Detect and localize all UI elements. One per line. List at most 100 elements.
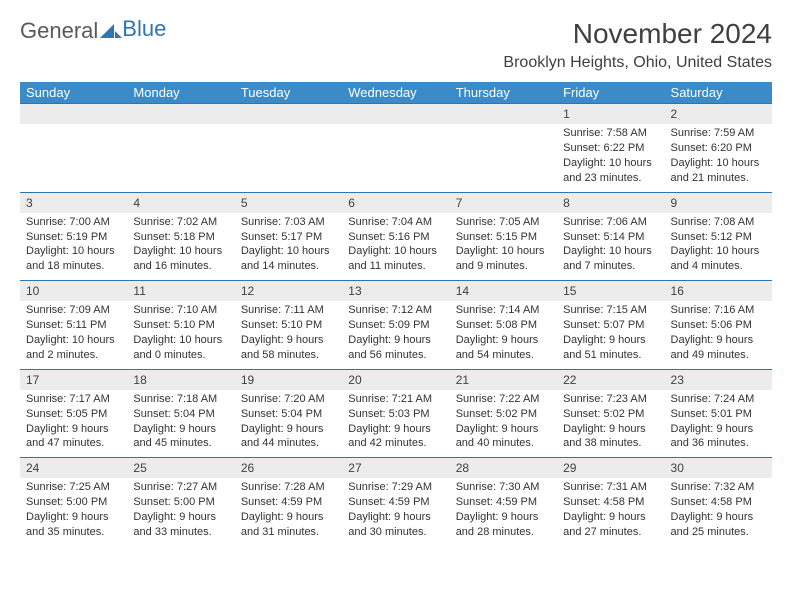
day-line: Sunrise: 7:08 AM	[671, 215, 766, 230]
day-line: and 25 minutes.	[671, 525, 766, 540]
day-line: and 30 minutes.	[348, 525, 443, 540]
day-text: Sunrise: 7:29 AMSunset: 4:59 PMDaylight:…	[342, 478, 449, 545]
day-number: 4	[127, 193, 234, 213]
day-line: Sunrise: 7:11 AM	[241, 303, 336, 318]
day-line: and 28 minutes.	[456, 525, 551, 540]
day-header: Saturday	[665, 82, 772, 104]
day-number: 27	[342, 458, 449, 478]
day-line: Sunset: 5:00 PM	[26, 495, 121, 510]
calendar-body: 1Sunrise: 7:58 AMSunset: 6:22 PMDaylight…	[20, 104, 772, 546]
day-text	[450, 124, 557, 186]
day-text: Sunrise: 7:22 AMSunset: 5:02 PMDaylight:…	[450, 390, 557, 457]
day-number: 25	[127, 458, 234, 478]
calendar-week: 17Sunrise: 7:17 AMSunset: 5:05 PMDayligh…	[20, 369, 772, 458]
day-number: 15	[557, 281, 664, 301]
calendar-cell: 5Sunrise: 7:03 AMSunset: 5:17 PMDaylight…	[235, 192, 342, 281]
calendar-cell: 11Sunrise: 7:10 AMSunset: 5:10 PMDayligh…	[127, 281, 234, 370]
day-line: Sunrise: 7:15 AM	[563, 303, 658, 318]
calendar-cell	[235, 104, 342, 193]
day-number: 8	[557, 193, 664, 213]
calendar-cell: 20Sunrise: 7:21 AMSunset: 5:03 PMDayligh…	[342, 369, 449, 458]
day-line: and 40 minutes.	[456, 436, 551, 451]
day-line: Daylight: 9 hours	[671, 510, 766, 525]
day-line: Daylight: 9 hours	[348, 333, 443, 348]
day-line: Sunrise: 7:24 AM	[671, 392, 766, 407]
day-number: 19	[235, 370, 342, 390]
day-text: Sunrise: 7:18 AMSunset: 5:04 PMDaylight:…	[127, 390, 234, 457]
day-line: and 27 minutes.	[563, 525, 658, 540]
day-line: Sunset: 4:59 PM	[241, 495, 336, 510]
day-line: Sunset: 5:16 PM	[348, 230, 443, 245]
day-number: 14	[450, 281, 557, 301]
day-line: and 31 minutes.	[241, 525, 336, 540]
day-number: 7	[450, 193, 557, 213]
day-line: Sunrise: 7:25 AM	[26, 480, 121, 495]
day-line: Daylight: 10 hours	[348, 244, 443, 259]
day-line: and 21 minutes.	[671, 171, 766, 186]
day-text: Sunrise: 7:16 AMSunset: 5:06 PMDaylight:…	[665, 301, 772, 368]
day-line: Sunrise: 7:32 AM	[671, 480, 766, 495]
day-line: and 44 minutes.	[241, 436, 336, 451]
calendar-cell	[342, 104, 449, 193]
day-number: 12	[235, 281, 342, 301]
day-text: Sunrise: 7:25 AMSunset: 5:00 PMDaylight:…	[20, 478, 127, 545]
day-line: Sunrise: 7:31 AM	[563, 480, 658, 495]
calendar-cell: 13Sunrise: 7:12 AMSunset: 5:09 PMDayligh…	[342, 281, 449, 370]
day-text: Sunrise: 7:15 AMSunset: 5:07 PMDaylight:…	[557, 301, 664, 368]
day-number: 9	[665, 193, 772, 213]
day-text: Sunrise: 7:03 AMSunset: 5:17 PMDaylight:…	[235, 213, 342, 280]
calendar-cell: 30Sunrise: 7:32 AMSunset: 4:58 PMDayligh…	[665, 458, 772, 546]
day-number: 2	[665, 104, 772, 124]
day-number: 17	[20, 370, 127, 390]
calendar-cell: 6Sunrise: 7:04 AMSunset: 5:16 PMDaylight…	[342, 192, 449, 281]
day-header: Tuesday	[235, 82, 342, 104]
day-number	[127, 104, 234, 124]
day-line: Sunrise: 7:03 AM	[241, 215, 336, 230]
day-line: Daylight: 9 hours	[563, 422, 658, 437]
day-number: 29	[557, 458, 664, 478]
day-line: Daylight: 10 hours	[133, 333, 228, 348]
day-text: Sunrise: 7:21 AMSunset: 5:03 PMDaylight:…	[342, 390, 449, 457]
day-line: and 9 minutes.	[456, 259, 551, 274]
day-text: Sunrise: 7:12 AMSunset: 5:09 PMDaylight:…	[342, 301, 449, 368]
day-text	[20, 124, 127, 186]
day-line: Daylight: 9 hours	[133, 510, 228, 525]
day-number: 21	[450, 370, 557, 390]
month-title: November 2024	[503, 18, 772, 50]
day-number: 6	[342, 193, 449, 213]
day-line: Daylight: 9 hours	[26, 422, 121, 437]
day-number: 22	[557, 370, 664, 390]
calendar-week: 3Sunrise: 7:00 AMSunset: 5:19 PMDaylight…	[20, 192, 772, 281]
day-line: and 47 minutes.	[26, 436, 121, 451]
calendar-cell: 18Sunrise: 7:18 AMSunset: 5:04 PMDayligh…	[127, 369, 234, 458]
day-line: Sunset: 5:02 PM	[563, 407, 658, 422]
calendar-cell: 1Sunrise: 7:58 AMSunset: 6:22 PMDaylight…	[557, 104, 664, 193]
day-line: Sunset: 4:59 PM	[456, 495, 551, 510]
day-number: 30	[665, 458, 772, 478]
day-number	[235, 104, 342, 124]
day-line: and 18 minutes.	[26, 259, 121, 274]
day-number: 1	[557, 104, 664, 124]
day-line: Sunset: 5:10 PM	[241, 318, 336, 333]
day-line: and 4 minutes.	[671, 259, 766, 274]
day-line: Sunrise: 7:09 AM	[26, 303, 121, 318]
day-number: 13	[342, 281, 449, 301]
day-text: Sunrise: 7:06 AMSunset: 5:14 PMDaylight:…	[557, 213, 664, 280]
day-text: Sunrise: 7:23 AMSunset: 5:02 PMDaylight:…	[557, 390, 664, 457]
day-line: Daylight: 9 hours	[456, 333, 551, 348]
day-line: Sunset: 5:02 PM	[456, 407, 551, 422]
calendar-cell: 2Sunrise: 7:59 AMSunset: 6:20 PMDaylight…	[665, 104, 772, 193]
day-text: Sunrise: 7:17 AMSunset: 5:05 PMDaylight:…	[20, 390, 127, 457]
location: Brooklyn Heights, Ohio, United States	[503, 54, 772, 72]
day-line: Sunrise: 7:18 AM	[133, 392, 228, 407]
day-text: Sunrise: 7:28 AMSunset: 4:59 PMDaylight:…	[235, 478, 342, 545]
day-line: Daylight: 10 hours	[563, 156, 658, 171]
day-line: Sunset: 5:01 PM	[671, 407, 766, 422]
day-text	[127, 124, 234, 186]
day-line: Sunrise: 7:22 AM	[456, 392, 551, 407]
day-line: and 38 minutes.	[563, 436, 658, 451]
calendar-cell: 4Sunrise: 7:02 AMSunset: 5:18 PMDaylight…	[127, 192, 234, 281]
day-line: Sunrise: 7:00 AM	[26, 215, 121, 230]
day-line: Daylight: 9 hours	[241, 333, 336, 348]
calendar-cell: 26Sunrise: 7:28 AMSunset: 4:59 PMDayligh…	[235, 458, 342, 546]
